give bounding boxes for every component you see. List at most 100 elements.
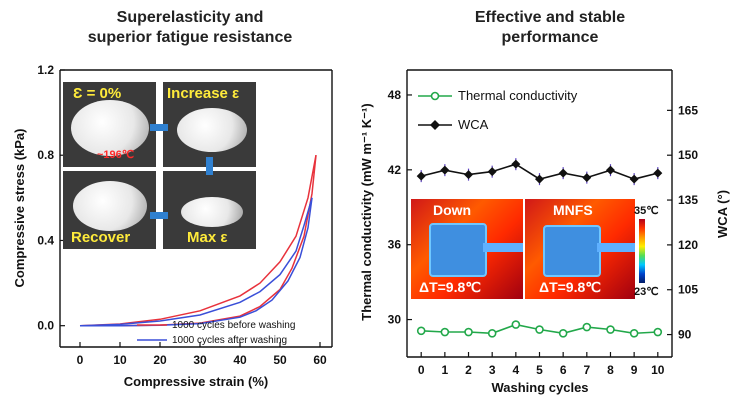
right-x-tick-label: 10: [651, 363, 665, 377]
right-x-tick-label: 5: [536, 363, 543, 377]
thermal-sample-strip: [483, 243, 523, 252]
left-x-tick-label: 50: [273, 353, 287, 367]
foam-sample-image: [71, 100, 149, 156]
legend-before-washing: 1000 cycles before washing: [172, 320, 295, 331]
foam-sample-image: [177, 108, 247, 152]
label-increase-strain: Increase ε: [167, 85, 240, 102]
right-x-tick-label: 3: [489, 363, 496, 377]
tc-point: [653, 327, 663, 337]
right-yright-tick-label: 105: [678, 283, 698, 297]
wca-point: [511, 159, 521, 169]
left-x-tick-label: 60: [313, 353, 327, 367]
right-yleft-tick-label: 30: [388, 313, 402, 327]
wca-point: [487, 167, 497, 177]
right-yright-tick-label: 150: [678, 148, 698, 162]
photo-max-strain: Max ε: [163, 171, 256, 249]
thermal-image-mnfs: MNFS ΔT=9.8℃: [525, 199, 635, 299]
right-x-tick-label: 2: [465, 363, 472, 377]
right-yright-tick-label: 120: [678, 238, 698, 252]
right-x-tick-label: 0: [418, 363, 425, 377]
left-y-tick-label: 0.4: [37, 233, 54, 247]
left-x-tick-label: 10: [113, 353, 127, 367]
thermal-image-down: Down ΔT=9.8℃: [411, 199, 523, 299]
tc-point: [464, 327, 473, 337]
left-y-axis-label: Compressive stress (kPa): [12, 129, 27, 288]
tc-point: [487, 328, 497, 338]
tc-point: [606, 325, 615, 334]
right-yright-tick-label: 135: [678, 193, 698, 207]
thermal-delta-mnfs: ΔT=9.8℃: [539, 279, 601, 295]
wca-point: [416, 171, 426, 181]
right-chart-title: Effective and stable performance: [400, 8, 700, 48]
right-x-tick-label: 4: [512, 363, 519, 377]
right-yleft-tick-label: 36: [388, 238, 402, 252]
right-yright-tick-label: 165: [678, 103, 698, 117]
wca-point: [629, 174, 639, 184]
right-ticks: 0 1 2 3 4 5 6 7 8 9 10 30 36 42 48 90 105 120 135 150 165: [388, 88, 699, 377]
colorbar-max: 35℃: [634, 205, 659, 217]
arrow-left: [150, 212, 168, 219]
wca-point: [653, 168, 663, 178]
tc-point: [535, 325, 544, 334]
thermal-label-down: Down: [433, 202, 472, 218]
legend-thermal-conductivity: Thermal conductivity: [458, 88, 578, 103]
thermal-sample-strip: [597, 243, 635, 252]
right-chart-title-line-1: Effective and stable: [474, 9, 626, 26]
left-x-tick-label: 30: [193, 353, 207, 367]
tc-point: [582, 322, 592, 332]
left-y-tick-label: 0.0: [37, 319, 54, 333]
wca-point: [464, 170, 474, 180]
left-x-axis-label: Compressive strain (%): [124, 374, 269, 389]
photo-recover: Recover: [63, 171, 156, 249]
right-series: [416, 158, 663, 338]
right-x-tick-label: 6: [560, 363, 567, 377]
foam-sample-image: [181, 197, 243, 227]
left-ticks: 0 10 20 30 40 50 60 0.0 0.4 0.8 1.2: [37, 63, 327, 367]
right-yleft-tick-label: 48: [388, 88, 402, 102]
wca-point: [440, 165, 450, 175]
arrow-down: [206, 157, 213, 175]
curve-after-loading: [79, 197, 313, 327]
right-x-tick-label: 9: [631, 363, 638, 377]
tc-point: [511, 320, 521, 329]
photo-increase: Increase ε: [163, 82, 256, 167]
right-x-tick-label: 1: [442, 363, 449, 377]
label-recover: Recover: [71, 229, 131, 246]
label-temperature: ~196℃: [97, 149, 135, 161]
thermal-sample-square: [543, 225, 601, 277]
curve-before-loading: [79, 155, 317, 327]
wca-point: [535, 174, 544, 184]
legend-marker-wca: [430, 120, 440, 130]
left-x-tick-label: 0: [77, 353, 84, 367]
label-max-strain: Max ε: [187, 229, 228, 246]
tc-point: [440, 327, 450, 337]
wca-point: [558, 168, 568, 178]
left-curves: [79, 155, 317, 327]
right-x-tick-label: 7: [583, 363, 590, 377]
left-y-tick-label: 1.2: [37, 63, 54, 77]
photo-initial: Ɛ = 0% ~196℃: [63, 82, 156, 167]
left-chart-title: Superelasticity and superior fatigue res…: [30, 8, 350, 48]
legend-marker-tc: [430, 91, 440, 101]
foam-sample-image: [73, 181, 147, 231]
right-x-tick-label: 8: [607, 363, 614, 377]
colorbar-min: 23℃: [634, 286, 659, 298]
left-chart-title-line-2: superior fatigue resistance: [87, 29, 293, 46]
label-zero-strain: Ɛ = 0%: [73, 85, 122, 102]
legend-wca: WCA: [458, 117, 489, 132]
tc-point: [416, 326, 426, 336]
legend-after-washing: 1000 cycles after washing: [172, 335, 287, 346]
thermal-colorbar: [639, 219, 645, 283]
thermal-delta-down: ΔT=9.8℃: [419, 279, 481, 295]
left-legend: 1000 cycles before washing 1000 cycles a…: [137, 320, 295, 346]
right-x-axis-label: Washing cycles: [491, 380, 588, 395]
thermal-sample-square: [429, 223, 487, 277]
tc-point: [629, 328, 639, 338]
left-x-tick-label: 20: [153, 353, 167, 367]
right-yright-tick-label: 90: [678, 328, 692, 342]
right-chart-title-line-2: performance: [501, 29, 599, 46]
right-yleft-tick-label: 42: [388, 163, 402, 177]
thermal-label-mnfs: MNFS: [553, 202, 593, 218]
